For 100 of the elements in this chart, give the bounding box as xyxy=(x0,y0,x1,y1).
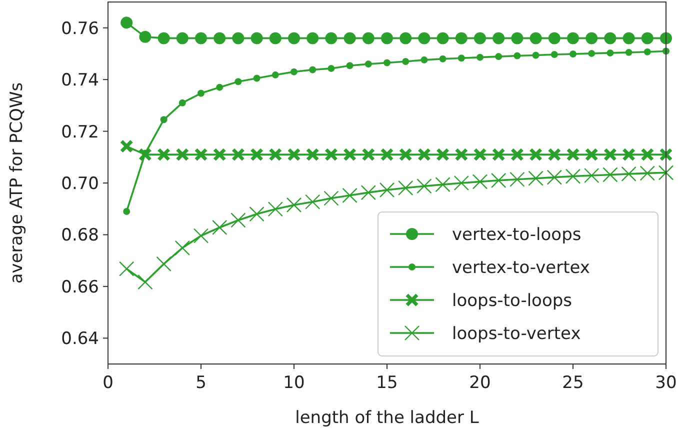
point xyxy=(528,170,544,186)
point xyxy=(458,54,465,62)
point xyxy=(328,64,335,72)
point xyxy=(603,148,617,162)
y-tick-label: 0.72 xyxy=(61,122,99,142)
x-tick-label: 25 xyxy=(562,373,584,393)
point xyxy=(120,16,133,29)
point xyxy=(546,170,562,185)
point xyxy=(324,148,338,162)
point xyxy=(622,148,636,162)
point xyxy=(492,32,505,44)
point xyxy=(455,32,468,44)
point xyxy=(160,116,168,124)
point xyxy=(510,148,524,162)
point xyxy=(435,176,450,192)
point xyxy=(253,74,260,82)
point xyxy=(379,182,395,198)
legend-label: vertex-to-vertex xyxy=(452,258,590,278)
point xyxy=(644,48,651,56)
point xyxy=(417,148,431,162)
legend-label: vertex-to-loops xyxy=(452,225,582,245)
point xyxy=(287,148,301,162)
point xyxy=(306,148,320,162)
y-tick-label: 0.68 xyxy=(61,226,99,246)
point xyxy=(249,206,264,222)
point xyxy=(416,178,432,194)
point xyxy=(491,172,506,188)
point xyxy=(622,32,635,44)
point xyxy=(362,32,374,44)
legend-label: loops-to-vertex xyxy=(452,324,581,344)
point xyxy=(402,58,410,65)
point xyxy=(530,32,542,44)
point xyxy=(550,50,558,58)
point xyxy=(384,59,390,66)
point xyxy=(212,220,228,236)
point xyxy=(436,148,450,162)
point xyxy=(495,53,502,60)
point xyxy=(436,32,449,44)
legend-label: loops-to-loops xyxy=(452,291,572,311)
point xyxy=(659,148,673,162)
point xyxy=(250,32,263,44)
point xyxy=(621,166,636,182)
point xyxy=(454,175,469,191)
y-axis-title: average ATP for PCQWs xyxy=(7,82,27,284)
point xyxy=(604,32,616,44)
point xyxy=(269,32,282,44)
point xyxy=(602,167,618,182)
point xyxy=(570,50,576,58)
point xyxy=(178,99,186,106)
point xyxy=(305,194,320,210)
point xyxy=(268,202,283,217)
point xyxy=(156,256,172,272)
point xyxy=(584,168,600,184)
point xyxy=(216,84,224,91)
point xyxy=(232,32,244,44)
point xyxy=(454,148,468,162)
x-tick-label: 30 xyxy=(655,373,677,393)
point xyxy=(139,30,152,43)
point xyxy=(123,208,130,215)
point xyxy=(532,52,540,59)
point xyxy=(344,32,356,44)
point xyxy=(193,228,209,244)
point xyxy=(120,140,134,154)
x-axis-title: length of the ladder L xyxy=(295,408,480,428)
point xyxy=(400,32,412,44)
point xyxy=(309,66,316,74)
point xyxy=(176,148,190,162)
point xyxy=(286,197,302,213)
point xyxy=(176,32,188,44)
point xyxy=(138,274,153,290)
point xyxy=(364,60,372,68)
point xyxy=(272,71,279,78)
point xyxy=(230,212,246,228)
point xyxy=(360,184,376,200)
point xyxy=(641,32,654,44)
point xyxy=(174,240,190,256)
point xyxy=(380,148,394,162)
point xyxy=(566,148,580,162)
point xyxy=(325,32,338,44)
point xyxy=(510,172,525,187)
point xyxy=(420,56,428,64)
point xyxy=(324,190,339,206)
point xyxy=(381,32,393,44)
point xyxy=(398,180,414,196)
point xyxy=(212,148,226,162)
point xyxy=(660,32,672,44)
point xyxy=(346,62,354,70)
point xyxy=(529,148,543,162)
point xyxy=(138,148,152,162)
x-tick-label: 5 xyxy=(196,373,206,393)
point xyxy=(474,32,486,44)
point xyxy=(306,32,319,44)
point xyxy=(234,78,242,86)
point xyxy=(214,32,226,44)
point xyxy=(362,148,376,162)
x-tick-label: 20 xyxy=(469,373,491,393)
point xyxy=(640,148,654,162)
x-tick-label: 15 xyxy=(376,373,398,393)
point xyxy=(250,148,264,162)
point xyxy=(231,148,245,162)
